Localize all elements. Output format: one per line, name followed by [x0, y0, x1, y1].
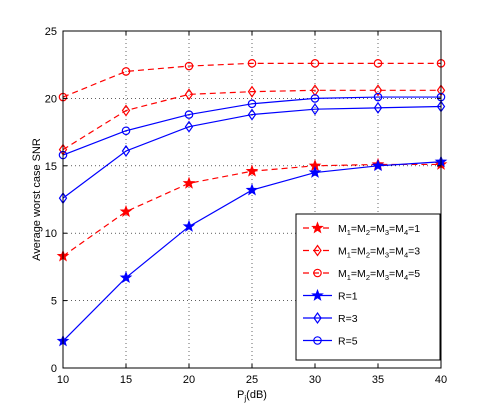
- data-point: [310, 59, 320, 68]
- data-point: [184, 61, 194, 71]
- data-point: [121, 126, 131, 136]
- y-tick-label: 5: [51, 296, 57, 308]
- y-tick-label: 0: [51, 363, 57, 375]
- legend-box: [295, 213, 441, 361]
- legend-text-part: =M: [351, 268, 366, 280]
- legend: M1=M2=M3=M4=1M1=M2=M3=M4=3M1=M2=M3=M4=5R…: [295, 213, 441, 361]
- series-group: [58, 100, 446, 205]
- x-tick-label: 40: [435, 374, 447, 386]
- x-tick-label: 10: [57, 374, 69, 386]
- legend-subscript: 4: [404, 251, 408, 260]
- legend-label: M1=M2=M3=M4=5: [338, 268, 420, 282]
- legend-subscript: 1: [347, 273, 351, 282]
- data-point: [373, 84, 383, 97]
- data-point: [182, 219, 196, 232]
- legend-text-part: M: [338, 223, 347, 235]
- legend-marker: [313, 311, 322, 325]
- legend-marker: [313, 244, 322, 257]
- data-point: [119, 204, 133, 218]
- series-line: [62, 96, 441, 156]
- data-point: [245, 164, 259, 177]
- legend-subscript: 1: [347, 251, 351, 260]
- legend-subscript: 3: [385, 273, 389, 282]
- legend-subscript: 4: [404, 273, 408, 282]
- legend-marker: [313, 268, 322, 278]
- data-point: [184, 110, 194, 119]
- data-point: [310, 94, 320, 103]
- legend-text-part: M: [338, 246, 347, 258]
- legend-label: M1=M2=M3=M4=3: [338, 246, 420, 260]
- data-point: [184, 120, 194, 133]
- legend-text-part: =M: [389, 246, 404, 258]
- x-axis-label: Pj(dB): [237, 389, 267, 403]
- series-group: [58, 92, 446, 160]
- legend-text-part: =3: [408, 246, 420, 258]
- data-point: [373, 101, 383, 114]
- data-point: [310, 84, 320, 97]
- legend-text-part: M: [338, 268, 347, 280]
- legend-label: R=5: [338, 336, 358, 348]
- x-tick-label: 25: [246, 374, 258, 386]
- y-tick-label: 20: [45, 93, 57, 105]
- legend-text-part: =M: [370, 246, 385, 258]
- data-point: [247, 59, 257, 68]
- x-tick-label: 35: [372, 374, 384, 386]
- data-point: [247, 108, 257, 121]
- data-point: [182, 176, 196, 189]
- data-point: [121, 104, 131, 117]
- y-tick-label: 25: [45, 26, 57, 38]
- data-point: [184, 88, 194, 101]
- x-axis-label-sub: j: [243, 394, 246, 403]
- series-line: [62, 105, 442, 199]
- legend-text-part: =M: [351, 223, 366, 235]
- legend-subscript: 1: [347, 228, 351, 237]
- legend-label: M1=M2=M3=M4=1: [338, 223, 420, 237]
- legend-text-part: =M: [370, 268, 385, 280]
- data-point: [245, 183, 259, 196]
- legend-text-part: =1: [408, 223, 420, 235]
- legend-marker: [313, 336, 322, 345]
- series-line: [62, 62, 441, 98]
- x-tick-label: 15: [120, 374, 132, 386]
- data-point: [121, 67, 131, 76]
- data-point: [371, 159, 385, 172]
- legend-marker: [311, 221, 324, 234]
- data-point: [308, 165, 322, 178]
- data-point: [121, 144, 131, 158]
- data-point: [373, 92, 383, 102]
- data-point: [247, 85, 257, 98]
- legend-label: R=1: [338, 291, 358, 303]
- series-layer: [56, 59, 448, 347]
- legend-subscript: 4: [404, 228, 408, 237]
- legend-text-part: =M: [351, 246, 366, 258]
- legend-label: R=3: [338, 313, 358, 325]
- data-point: [310, 103, 320, 116]
- series-group: [58, 59, 446, 102]
- x-tick-label: 20: [183, 374, 195, 386]
- series-line: [62, 89, 441, 151]
- legend-subscript: 2: [366, 251, 370, 260]
- legend-text-part: =5: [408, 268, 420, 280]
- ticks: 10 15 20 25 30 35 40 0 5 10 15 20 25: [45, 26, 447, 386]
- data-point: [247, 99, 257, 109]
- legend-text-part: =M: [389, 223, 404, 235]
- x-tick-label: 30: [309, 374, 321, 386]
- legend-text-part: =M: [389, 268, 404, 280]
- x-axis-label-rest: (dB): [246, 389, 267, 401]
- legend-text-part: =M: [370, 223, 385, 235]
- legend-subscript: 2: [366, 273, 370, 282]
- legend-subscript: 3: [385, 251, 389, 260]
- y-tick-label: 15: [45, 161, 57, 173]
- legend-marker: [311, 288, 324, 301]
- y-axis-label: Average worst case SNR: [31, 138, 43, 261]
- legend-subscript: 3: [385, 228, 389, 237]
- data-point: [119, 271, 133, 284]
- legend-subscript: 2: [366, 228, 370, 237]
- y-tick-label: 10: [45, 228, 57, 240]
- x-axis-label-main: P: [237, 389, 244, 401]
- data-point: [373, 59, 383, 68]
